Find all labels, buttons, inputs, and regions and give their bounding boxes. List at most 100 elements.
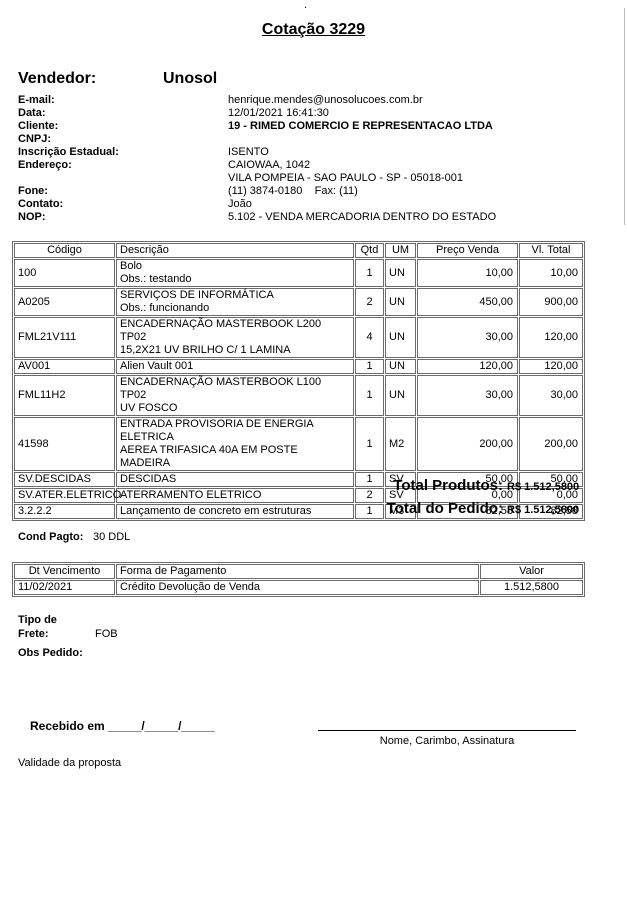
item-descricao: ENTRADA PROVISORIA DE ENERGIA ELETRICA AE… xyxy=(116,417,354,471)
info-row: NOP: 5.102 - VENDA MERCADORIA DENTRO DO E… xyxy=(18,211,598,224)
frete-label-line2: Frete: xyxy=(18,628,49,640)
stray-dot: . xyxy=(304,0,308,11)
item-preco-venda: 30,00 xyxy=(417,375,518,416)
payment-forma: Crédito Devolução de Venda xyxy=(116,580,479,595)
table-row: FML21V111 ENCADERNAÇÃO MASTERBOOK L200 TP… xyxy=(14,317,583,358)
payment-table: Dt Vencimento Forma de Pagamento Valor 1… xyxy=(12,562,585,597)
item-codigo: 100 xyxy=(14,259,115,287)
col-header-codigo: Código xyxy=(14,243,115,258)
info-value: CAIOWAA, 1042 xyxy=(228,159,311,171)
info-block: E-mail: henrique.mendes@unosolucoes.com.b… xyxy=(18,94,598,224)
item-qtd: 1 xyxy=(355,417,384,471)
cond-pagto-value: 30 DDL xyxy=(93,531,131,543)
item-vl-total: 0,00 xyxy=(519,488,583,503)
info-label: Fone: xyxy=(18,185,48,197)
item-codigo: 41598 xyxy=(14,417,115,471)
frete-label-line1: Tipo de xyxy=(18,614,57,626)
payment-table-body: 11/02/2021 Crédito Devolução de Venda 1.51… xyxy=(14,580,583,595)
item-preco-venda: 10,00 xyxy=(417,259,518,287)
info-value: henrique.mendes@unosolucoes.com.br xyxy=(228,94,423,106)
info-value xyxy=(228,133,598,146)
info-label: Endereço: xyxy=(18,159,72,171)
table-row: 100 Bolo Obs.: testando 1 UN 10,00 10,00 xyxy=(14,259,583,287)
info-value: 19 - RIMED COMERCIO E REPRESENTACAO LTDA xyxy=(228,120,493,132)
col-header-dt-vencimento: Dt Vencimento xyxy=(14,564,115,579)
item-um: SV xyxy=(385,472,416,487)
item-qtd: 4 xyxy=(355,317,384,358)
item-codigo: SV.DESCIDAS xyxy=(14,472,115,487)
vendor-name: Unosol xyxy=(163,70,218,87)
item-preco-venda: 50,00 xyxy=(417,472,518,487)
item-um: UN xyxy=(385,317,416,358)
info-row: Inscrição Estadual: ISENTO xyxy=(18,146,598,159)
item-vl-total: 900,00 xyxy=(519,288,583,316)
item-codigo: FML21V111 xyxy=(14,317,115,358)
item-um: M2 xyxy=(385,417,416,471)
item-codigo: 3.2.2.2 xyxy=(14,504,115,519)
item-preco-venda: 30,00 xyxy=(417,317,518,358)
payment-header-row: Dt Vencimento Forma de Pagamento Valor xyxy=(14,564,583,579)
totals-block: Total Produtos: R$ 1.512,5800 Total do P… xyxy=(0,477,585,523)
item-qtd: 1 xyxy=(355,359,384,374)
item-qtd: 1 xyxy=(355,504,384,519)
item-preco-venda: 82,58 xyxy=(417,504,518,519)
item-codigo: SV.ATER.ELETRICO xyxy=(14,488,121,503)
item-vl-total: 120,00 xyxy=(519,359,583,374)
info-label: CNPJ: xyxy=(18,133,52,145)
cond-pagto-label: Cond Pagto: xyxy=(18,531,84,543)
col-header-qtd: Qtd xyxy=(355,243,384,258)
item-descricao: SERVIÇOS DE INFORMÁTICA Obs.: funcionando xyxy=(116,288,354,316)
item-codigo: FML11H2 xyxy=(14,375,115,416)
info-row: Fone: (11) 3874-0180 Fax: (11) xyxy=(18,185,598,198)
info-value: 12/01/2021 16:41:30 xyxy=(228,107,329,119)
page-edge-line xyxy=(624,8,625,225)
signature-line xyxy=(318,730,576,731)
item-descricao: Alien Vault 001 xyxy=(116,359,354,374)
item-codigo: A0205 xyxy=(14,288,115,316)
item-qtd: 1 xyxy=(355,259,384,287)
info-row: Endereço: CAIOWAA, 1042 xyxy=(18,159,598,172)
item-vl-total: 120,00 xyxy=(519,317,583,358)
table-row: 41598 ENTRADA PROVISORIA DE ENERGIA ELETR… xyxy=(14,417,583,471)
vendor-row: Vendedor: Unosol xyxy=(18,70,578,88)
vendor-label: Vendedor: xyxy=(18,70,97,87)
info-row: Cliente: 19 - RIMED COMERCIO E REPRESENTA… xyxy=(18,120,598,133)
table-row: A0205 SERVIÇOS DE INFORMÁTICA Obs.: funcio… xyxy=(14,288,583,316)
total-pedido-label: Total do Pedido: xyxy=(386,500,503,517)
item-vl-total: 10,00 xyxy=(519,259,583,287)
payment-valor: 1.512,5800 xyxy=(480,580,583,595)
item-preco-venda: 450,00 xyxy=(417,288,518,316)
item-um: UN xyxy=(385,288,416,316)
table-row: AV001 Alien Vault 001 1 UN 120,00 120,00 xyxy=(14,359,583,374)
item-vl-total: 50,00 xyxy=(519,472,583,487)
info-label: NOP: xyxy=(18,211,46,223)
page-title: Cotação 3229 xyxy=(261,21,366,38)
item-descricao: ATERRAMENTO ELETRICO xyxy=(116,488,354,503)
item-descricao: Bolo Obs.: testando xyxy=(116,259,354,287)
item-um: UN xyxy=(385,359,416,374)
proposal-validity-label: Validade da proposta xyxy=(18,757,122,769)
col-header-total: Vl. Total xyxy=(519,243,583,258)
table-row: SV.ATER.ELETRICO ATERRAMENTO ELETRICO 2 SV 0… xyxy=(14,488,583,503)
item-descricao: DESCIDAS xyxy=(116,472,354,487)
total-produtos-value: R$ 1.512,5800 xyxy=(507,481,580,493)
col-header-preco: Preço Venda xyxy=(417,243,518,258)
table-row: FML11H2 ENCADERNAÇÃO MASTERBOOK L100 TP02… xyxy=(14,375,583,416)
info-label xyxy=(18,172,228,185)
item-descricao: ENCADERNAÇÃO MASTERBOOK L200 TP02 15,2X21… xyxy=(116,317,354,358)
table-row: SV.DESCIDAS DESCIDAS 1 SV 50,00 50,00 xyxy=(14,472,583,487)
obs-pedido-label: Obs Pedido: xyxy=(18,647,83,659)
item-um: SV xyxy=(385,488,416,503)
item-descricao: ENCADERNAÇÃO MASTERBOOK L100 TP02 UV FOSC… xyxy=(116,375,354,416)
item-qtd: 1 xyxy=(355,472,384,487)
total-produtos-row: Total Produtos: R$ 1.512,5800 xyxy=(0,477,585,494)
info-label: Inscrição Estadual: xyxy=(18,146,119,158)
cond-pagto-row: Cond Pagto: 30 DDL xyxy=(18,531,130,543)
item-descricao: Lançamento de concreto em estruturas xyxy=(116,504,354,519)
received-date-line: Recebido em _____/_____/_____ xyxy=(30,719,215,733)
items-header-row: Código Descrição Qtd UM Preço Venda Vl. … xyxy=(14,243,583,258)
info-label: Cliente: xyxy=(18,120,59,132)
col-header-valor: Valor xyxy=(480,564,583,579)
items-table: Código Descrição Qtd UM Preço Venda Vl. … xyxy=(12,241,585,521)
payment-row: 11/02/2021 Crédito Devolução de Venda 1.51… xyxy=(14,580,583,595)
